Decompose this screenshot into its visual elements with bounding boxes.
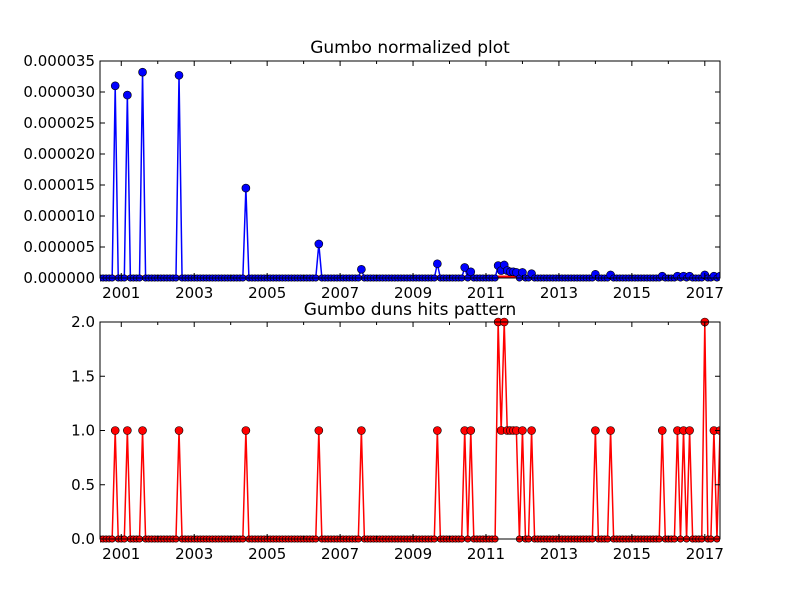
y-tick-label: 0.000035 (23, 52, 95, 70)
data-point-2004-06-01 (241, 183, 251, 193)
top-chart-title: Gumbo normalized plot (310, 38, 510, 58)
x-tick-label: 2013 (540, 284, 578, 302)
data-point-2014-01-01 (591, 426, 600, 435)
x-tick-label: 2011 (467, 284, 505, 302)
data-point-2010-08-01 (466, 426, 476, 435)
data-point-2012-04-01 (527, 426, 536, 435)
y-tick-label: 0.5 (71, 476, 95, 494)
y-tick-label: 0.000015 (23, 176, 95, 194)
axes-frame (99, 60, 721, 279)
data-point-2006-06-01 (314, 239, 324, 249)
y-tick-label: 1.0 (71, 422, 95, 440)
bottom-chart-title: Gumbo duns hits pattern (304, 300, 517, 320)
y-tick-label: 1.5 (71, 367, 95, 385)
data-point-2000-11-01 (110, 81, 120, 91)
y-tick-label: 2.0 (71, 313, 95, 331)
y-tick-label: 0.000030 (23, 83, 95, 101)
x-tick-label: 2001 (102, 284, 140, 302)
data-point-2010-06-01 (460, 263, 470, 272)
data-point-2001-03-01 (123, 90, 132, 100)
data-point-2002-08-01 (174, 426, 184, 435)
x-tick-label: 2009 (394, 284, 432, 302)
data-point-2006-06-01 (314, 426, 324, 435)
x-tick-label: 2005 (248, 545, 286, 563)
y-tick-label: 0.000005 (23, 238, 95, 256)
y-tick-label: 0.0 (71, 530, 95, 548)
x-tick-label: 2003 (175, 545, 213, 563)
data-point-2010-08-01 (466, 267, 476, 277)
data-point-2009-09-01 (433, 259, 442, 269)
data-point-2012-01-01 (518, 426, 527, 435)
x-tick-label: 2007 (321, 545, 359, 563)
x-tick-label: 2015 (613, 284, 651, 302)
x-tick-label: 2001 (102, 545, 140, 563)
x-tick-label: 2005 (248, 284, 286, 302)
top-chart-panel: 0.000000 0.000005 0.000010 0.000015 0.000020… (23, 38, 724, 302)
data-point-2014-06-01 (606, 426, 615, 435)
x-tick-label: 2013 (540, 545, 578, 563)
y-tick-label: 0.000020 (23, 145, 95, 163)
data-point-2004-06-01 (241, 426, 251, 435)
data-point-2001-03-01 (123, 426, 132, 435)
data-point-2007-08-01 (357, 426, 366, 435)
data-point-2002-08-01 (174, 70, 184, 80)
x-tick-label: 2007 (321, 284, 359, 302)
x-tick-label: 2003 (175, 284, 213, 302)
data-point-2001-08-01 (138, 67, 147, 77)
data-point-2000-11-01 (110, 426, 120, 435)
x-tick-label: 2015 (613, 545, 651, 563)
data-point-2007-08-01 (357, 265, 366, 274)
y-tick-label: 0.000010 (23, 207, 95, 225)
y-tick-label: 0.000000 (23, 269, 95, 287)
x-tick-label: 2011 (467, 545, 505, 563)
x-tick-label: 2009 (394, 545, 432, 563)
data-point-2016-08-01 (685, 426, 694, 435)
x-tick-label: 2017 (686, 284, 724, 302)
bottom-chart-panel: 0.0 0.5 1.0 1.5 2.0 2001 2003 2005 2007 2009 2011 2… (71, 300, 724, 563)
y-tick-label: 0.000025 (23, 114, 95, 132)
data-point-2009-09-01 (433, 426, 442, 435)
x-tick-label: 2017 (686, 545, 724, 563)
data-point-2015-11-01 (657, 426, 667, 435)
data-point-2001-08-01 (138, 426, 147, 435)
